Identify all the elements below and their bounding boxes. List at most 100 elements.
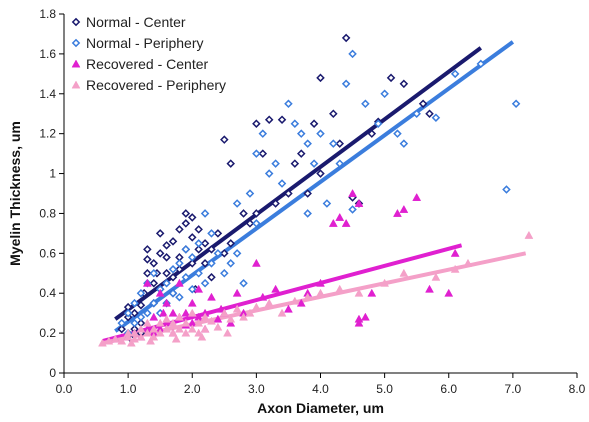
point-normal-center xyxy=(149,259,159,268)
point-normal-center xyxy=(207,245,216,254)
point-recovered-periphery xyxy=(104,336,114,345)
point-recovered-periphery xyxy=(290,296,300,305)
point-normal-periphery xyxy=(329,139,338,148)
point-normal-periphery xyxy=(511,99,521,109)
point-recovered-periphery xyxy=(142,328,152,337)
point-normal-center xyxy=(341,33,351,43)
trendline-recovered-center xyxy=(101,243,463,344)
point-recovered-center xyxy=(181,308,191,317)
legend-marker xyxy=(71,59,81,68)
point-recovered-center xyxy=(284,304,293,313)
point-recovered-center xyxy=(444,288,454,297)
point-recovered-center xyxy=(155,288,165,297)
point-normal-periphery xyxy=(303,209,312,218)
point-recovered-periphery xyxy=(194,328,204,337)
point-normal-periphery xyxy=(187,253,197,262)
point-normal-periphery xyxy=(348,205,357,214)
point-normal-center xyxy=(143,269,152,278)
point-normal-periphery xyxy=(130,318,139,328)
point-normal-center xyxy=(155,249,165,258)
legend: Normal - Center Normal - Periphery Recover… xyxy=(71,14,226,93)
point-recovered-periphery xyxy=(171,334,181,343)
point-recovered-periphery xyxy=(380,278,390,287)
point-recovered-center xyxy=(251,258,261,267)
point-normal-center xyxy=(418,99,428,109)
point-normal-periphery xyxy=(412,109,421,118)
x-tick-label: 7.0 xyxy=(505,382,522,396)
point-recovered-center xyxy=(316,278,325,287)
point-recovered-periphery xyxy=(303,292,313,301)
point-recovered-periphery xyxy=(197,332,207,341)
point-recovered-periphery xyxy=(251,302,261,311)
point-normal-periphery xyxy=(149,298,159,308)
point-normal-center xyxy=(297,149,306,158)
point-normal-center xyxy=(175,225,184,234)
point-recovered-center xyxy=(354,198,364,207)
point-normal-periphery xyxy=(502,185,511,194)
x-tick-label: 6.0 xyxy=(440,382,457,396)
point-normal-periphery xyxy=(361,99,370,109)
point-normal-periphery xyxy=(393,129,402,138)
legend-marker xyxy=(71,38,81,48)
x-tick-label: 5.0 xyxy=(376,382,393,396)
point-recovered-periphery xyxy=(277,308,287,317)
point-recovered-periphery xyxy=(213,322,223,331)
point-normal-center xyxy=(329,109,338,118)
point-recovered-periphery xyxy=(175,324,184,333)
point-recovered-center xyxy=(393,208,402,217)
point-recovered-periphery xyxy=(175,312,184,321)
point-normal-center xyxy=(162,241,171,250)
point-recovered-center xyxy=(328,218,338,227)
point-recovered-center xyxy=(348,188,357,197)
point-normal-periphery xyxy=(187,284,197,294)
point-normal-periphery xyxy=(168,288,178,298)
x-tick-label: 4.0 xyxy=(312,382,329,396)
point-normal-periphery xyxy=(175,292,184,302)
point-recovered-periphery xyxy=(110,334,120,343)
x-tick-label: 0.0 xyxy=(56,382,73,396)
point-recovered-periphery xyxy=(136,332,146,341)
point-normal-center xyxy=(220,249,229,258)
point-normal-periphery xyxy=(207,259,216,268)
point-recovered-center xyxy=(226,318,236,327)
point-normal-center xyxy=(367,129,377,138)
point-recovered-periphery xyxy=(200,312,210,321)
point-normal-periphery xyxy=(303,139,312,148)
point-recovered-periphery xyxy=(232,304,242,313)
point-recovered-periphery xyxy=(207,316,216,325)
point-recovered-periphery xyxy=(162,314,172,323)
point-recovered-periphery xyxy=(149,324,159,333)
point-normal-center xyxy=(226,159,235,168)
point-normal-periphery xyxy=(380,89,389,99)
point-normal-periphery xyxy=(348,49,357,59)
data-points xyxy=(98,33,534,347)
point-normal-center xyxy=(175,265,184,274)
point-normal-center xyxy=(136,300,146,310)
point-recovered-periphery xyxy=(354,288,364,297)
point-normal-periphery xyxy=(130,298,139,308)
point-normal-periphery xyxy=(399,139,409,148)
x-axis-title: Axon Diameter, um xyxy=(257,400,384,416)
point-normal-periphery xyxy=(226,259,235,268)
point-normal-periphery xyxy=(200,278,210,288)
point-normal-periphery xyxy=(284,99,293,109)
y-tick-label: 1 xyxy=(49,167,56,181)
point-normal-center xyxy=(200,259,210,268)
point-recovered-center xyxy=(149,312,159,321)
point-normal-periphery xyxy=(181,245,191,254)
point-normal-center xyxy=(187,213,197,222)
point-normal-periphery xyxy=(149,269,159,278)
point-normal-center xyxy=(425,109,434,118)
point-recovered-center xyxy=(232,288,242,297)
point-normal-center xyxy=(386,73,396,83)
point-recovered-periphery xyxy=(399,268,409,277)
point-normal-periphery xyxy=(117,318,126,328)
point-normal-periphery xyxy=(309,159,319,168)
legend-marker xyxy=(71,80,81,89)
point-normal-center xyxy=(252,119,261,128)
axes: 0.0 1.0 2.0 3.0 4.0 5.0 6.0 7.0 8.0 0 0.2 0.4 0.6 0.8… xyxy=(39,7,585,396)
y-tick-label: 1.8 xyxy=(39,7,56,21)
point-recovered-periphery xyxy=(181,328,191,337)
